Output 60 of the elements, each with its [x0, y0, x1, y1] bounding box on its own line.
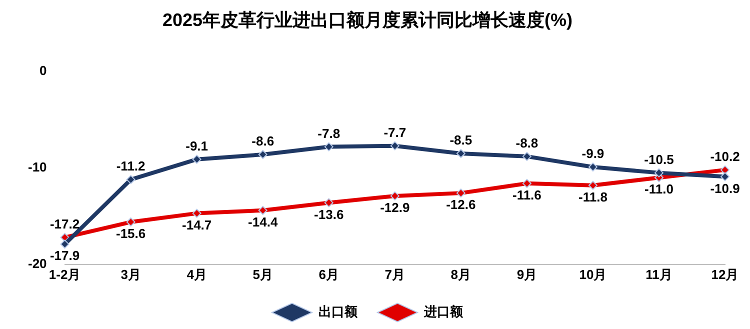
data-label: -17.9 — [50, 248, 80, 264]
data-label: -14.4 — [248, 214, 278, 230]
legend-label: 出口额 — [318, 304, 358, 320]
point — [258, 206, 268, 215]
legend-label: 进口额 — [423, 304, 464, 320]
point — [324, 198, 334, 208]
data-label: -12.9 — [380, 200, 410, 216]
point — [522, 178, 532, 188]
x-tick-label: 4月 — [186, 266, 207, 282]
data-label: -9.1 — [186, 138, 208, 154]
data-label: -10.2 — [710, 149, 740, 164]
data-label: -13.6 — [314, 206, 344, 222]
x-tick-label: 11月 — [646, 266, 672, 282]
y-tick-label: -10 — [28, 160, 47, 175]
chart-title: 2025年皮革行业进出口额月度累计同比增长速度(%) — [162, 10, 573, 30]
data-label: -17.2 — [50, 216, 80, 232]
x-tick-label: 3月 — [120, 266, 141, 282]
point — [390, 141, 400, 150]
data-label: -11.2 — [116, 158, 146, 174]
point — [720, 172, 730, 182]
x-tick-label: 1-2月 — [48, 266, 81, 282]
y-tick-label: 0 — [40, 63, 47, 78]
point — [456, 188, 466, 198]
data-label: -9.9 — [582, 146, 604, 162]
point — [324, 142, 334, 152]
point — [258, 150, 268, 160]
data-label: -14.7 — [182, 217, 212, 232]
point — [192, 208, 202, 218]
data-label: -12.6 — [446, 197, 476, 212]
data-label: -10.5 — [644, 152, 674, 167]
point — [126, 217, 136, 226]
x-tick-label: 5月 — [252, 266, 273, 282]
x-tick-label: 7月 — [384, 266, 406, 282]
point — [654, 168, 664, 178]
point — [456, 149, 466, 158]
x-tick-label: 6月 — [318, 266, 339, 282]
point — [390, 191, 400, 200]
point — [588, 162, 598, 172]
data-label: -11.8 — [578, 189, 608, 204]
data-label: -7.7 — [384, 124, 406, 140]
y-tick-label: -20 — [28, 256, 47, 271]
point — [60, 240, 70, 249]
point — [588, 180, 598, 190]
point — [192, 154, 202, 164]
data-label: -8.8 — [516, 136, 538, 151]
data-label: -10.9 — [710, 180, 740, 196]
data-label: -11.6 — [512, 188, 542, 202]
point — [60, 232, 70, 242]
data-label: -8.6 — [252, 134, 274, 149]
point — [126, 175, 136, 184]
data-label: -11.0 — [644, 182, 674, 197]
data-label: -15.6 — [116, 226, 146, 242]
point — [522, 152, 532, 161]
data-label: -8.5 — [450, 132, 472, 148]
x-tick-label: 8月 — [450, 266, 472, 282]
x-tick-label: 9月 — [516, 266, 538, 282]
x-tick-label: 10月 — [579, 266, 607, 282]
data-label: -7.8 — [318, 126, 340, 141]
point — [720, 165, 730, 174]
x-tick-label: 12月 — [711, 266, 739, 282]
